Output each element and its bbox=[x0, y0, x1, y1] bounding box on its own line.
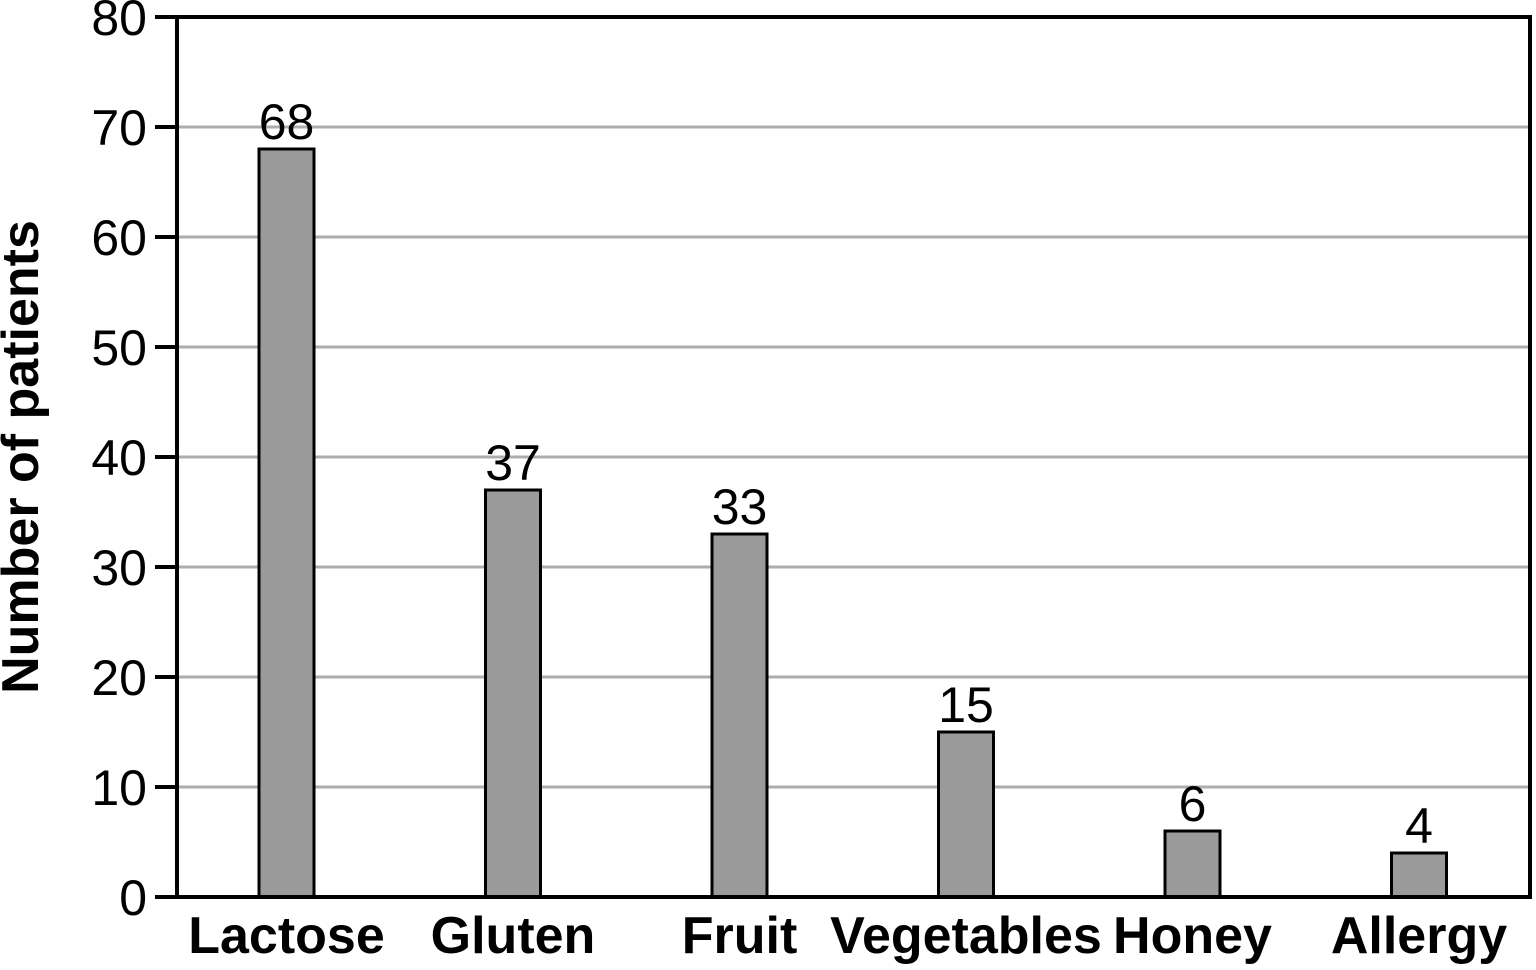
y-tick-label: 10 bbox=[91, 760, 147, 816]
bar-value-label: 68 bbox=[259, 94, 315, 150]
bar-vegetables bbox=[937, 730, 995, 899]
y-tick-label: 60 bbox=[91, 210, 147, 266]
x-category-label-gluten: Gluten bbox=[431, 907, 596, 965]
x-category-label-allergy: Allergy bbox=[1331, 907, 1507, 965]
bar-value-label: 15 bbox=[938, 677, 994, 733]
bar-value-label: 6 bbox=[1179, 776, 1207, 832]
y-axis-title: Number of patients bbox=[0, 220, 50, 694]
x-category-label-honey: Honey bbox=[1113, 907, 1272, 965]
y-tick-label: 50 bbox=[91, 320, 147, 376]
x-category-label-lactose: Lactose bbox=[188, 907, 385, 965]
y-tick-label: 0 bbox=[119, 870, 147, 926]
y-tick-label: 70 bbox=[91, 100, 147, 156]
bar-gluten bbox=[484, 488, 542, 899]
bar-value-label: 4 bbox=[1405, 798, 1433, 854]
bar-honey bbox=[1163, 829, 1222, 899]
x-category-label-fruit: Fruit bbox=[682, 907, 798, 965]
bar-allergy bbox=[1390, 851, 1448, 899]
bar-value-label: 37 bbox=[485, 435, 541, 491]
y-tick-label: 20 bbox=[91, 650, 147, 706]
y-tick-label: 40 bbox=[91, 430, 147, 486]
y-tick-label: 80 bbox=[91, 0, 147, 46]
y-tick-label: 30 bbox=[91, 540, 147, 596]
bar-value-label: 33 bbox=[712, 479, 768, 535]
x-category-label-vegetables: Vegetables bbox=[830, 907, 1102, 965]
bar-fruit bbox=[710, 532, 769, 899]
bar-lactose bbox=[257, 147, 316, 899]
